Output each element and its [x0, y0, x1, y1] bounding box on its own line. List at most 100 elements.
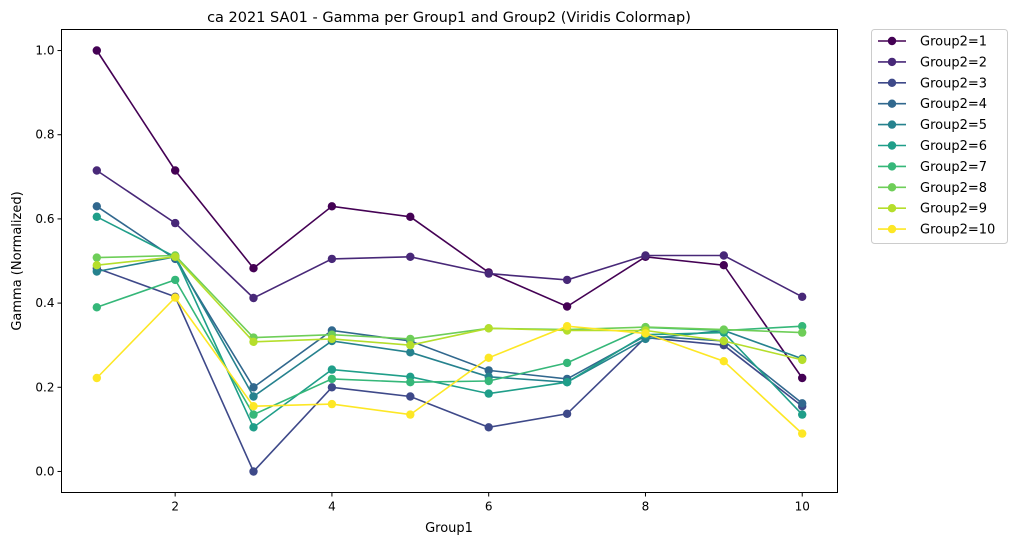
data-point-group2-3	[406, 392, 415, 401]
data-point-group2-10	[641, 329, 650, 338]
data-point-group2-10	[406, 410, 415, 419]
data-point-group2-7	[92, 303, 102, 312]
legend-label-group2-1: Group2=1	[920, 35, 987, 50]
data-point-group2-1	[798, 373, 807, 383]
x-tick-label: 8	[642, 500, 650, 514]
data-point-group2-3	[562, 409, 572, 418]
x-tick-label: 10	[795, 500, 810, 514]
series-line-group2-2	[96, 169, 803, 299]
data-point-group2-2	[92, 166, 102, 175]
data-point-group2-5	[249, 392, 258, 401]
legend-label-group2-7: Group2=7	[920, 160, 987, 175]
data-point-group2-6	[798, 410, 807, 419]
data-point-group2-4	[249, 383, 258, 392]
data-point-group2-9	[327, 334, 337, 344]
legend-marker-group2-6	[887, 141, 897, 150]
data-point-group2-2	[171, 218, 180, 228]
data-point-group2-6	[249, 423, 258, 432]
legend-marker-group2-7	[887, 162, 897, 171]
data-point-group2-10	[484, 353, 493, 362]
data-point-group2-1	[249, 264, 258, 273]
legend-marker-group2-8	[887, 183, 897, 192]
data-point-group2-7	[798, 322, 807, 331]
chart-title: ca 2021 SA01 - Gamma per Group1 and Grou…	[207, 10, 691, 26]
legend-marker-group2-5	[887, 120, 897, 129]
data-point-group2-10	[171, 293, 180, 302]
series-line-group2-4	[96, 205, 803, 404]
data-point-group2-9	[406, 341, 415, 350]
data-point-group2-2	[562, 275, 572, 285]
data-point-group2-4	[484, 366, 493, 375]
plot-frame	[61, 29, 838, 493]
y-tick-label: 0.4	[35, 296, 54, 310]
data-point-group2-1	[406, 212, 415, 221]
series-line-group2-6	[96, 216, 803, 429]
data-point-group2-2	[641, 251, 650, 260]
data-point-group2-10	[92, 373, 102, 383]
data-point-group2-3	[249, 467, 258, 476]
y-axis-ticks: 0.0 0.2 0.4 0.6 0.8 1.0	[35, 44, 62, 478]
data-point-group2-2	[406, 252, 415, 261]
data-point-group2-9	[798, 355, 807, 365]
data-point-group2-7	[562, 358, 572, 368]
data-point-group2-2	[719, 251, 728, 260]
legend-label-group2-8: Group2=8	[920, 181, 987, 196]
data-point-group2-5	[92, 267, 102, 276]
data-point-group2-10	[798, 429, 807, 438]
series-line-group2-10	[96, 296, 803, 435]
data-point-group2-6	[562, 378, 572, 387]
y-tick-label: 0.2	[35, 380, 54, 394]
data-point-group2-5	[406, 348, 415, 357]
data-point-group2-10	[719, 357, 728, 366]
data-point-group2-7	[484, 376, 493, 386]
series-line-group2-3	[96, 267, 803, 473]
legend: Group2=1 Group2=2 Group2=3 Group2=4 Group2=5…	[871, 29, 1008, 244]
data-point-group2-4	[798, 399, 807, 408]
x-axis-label: Group1	[425, 521, 473, 536]
data-point-group2-10	[249, 402, 258, 411]
data-point-group2-7	[406, 378, 415, 387]
legend-label-group2-6: Group2=6	[920, 139, 987, 154]
legend-label-group2-4: Group2=4	[920, 97, 987, 112]
data-point-group2-8	[719, 325, 728, 334]
data-point-group2-7	[249, 410, 258, 419]
plot-area	[92, 46, 807, 476]
x-tick-label: 2	[171, 500, 179, 514]
x-tick-label: 6	[485, 500, 493, 514]
x-tick-label: 4	[328, 500, 336, 514]
y-axis-label: Gamma (Normalized)	[10, 191, 25, 330]
y-tick-label: 0.0	[35, 464, 54, 478]
data-point-group2-1	[327, 202, 337, 211]
data-point-group2-2	[327, 254, 337, 264]
data-point-group2-9	[719, 336, 728, 346]
legend-marker-group2-4	[887, 99, 897, 108]
data-point-group2-8	[92, 253, 102, 262]
data-point-group2-4	[92, 202, 102, 211]
legend-marker-group2-10	[887, 224, 897, 234]
data-point-group2-10	[562, 322, 572, 331]
y-tick-label: 0.6	[35, 212, 54, 226]
legend-label-group2-5: Group2=5	[920, 118, 987, 133]
data-point-group2-6	[92, 212, 102, 221]
legend-marker-group2-1	[887, 36, 897, 46]
data-point-group2-2	[484, 269, 493, 278]
legend-marker-group2-9	[887, 204, 897, 213]
data-point-group2-9	[92, 261, 102, 270]
legend-marker-group2-2	[887, 57, 897, 67]
data-point-group2-6	[327, 365, 337, 374]
data-point-group2-9	[249, 337, 258, 346]
y-tick-label: 0.8	[35, 128, 54, 142]
legend-label-group2-3: Group2=3	[920, 76, 987, 91]
data-point-group2-6	[484, 389, 493, 398]
series-line-group2-8	[96, 254, 803, 340]
data-point-group2-10	[327, 399, 337, 409]
data-point-group2-7	[171, 275, 180, 285]
series-line-group2-1	[96, 50, 803, 379]
data-point-group2-8	[406, 334, 415, 344]
data-point-group2-1	[171, 166, 180, 175]
legend-label-group2-2: Group2=2	[920, 55, 987, 70]
series-line-group2-7	[96, 278, 803, 416]
legend-label-group2-9: Group2=9	[920, 202, 987, 217]
data-point-group2-1	[562, 302, 572, 311]
data-point-group2-1	[719, 261, 728, 270]
